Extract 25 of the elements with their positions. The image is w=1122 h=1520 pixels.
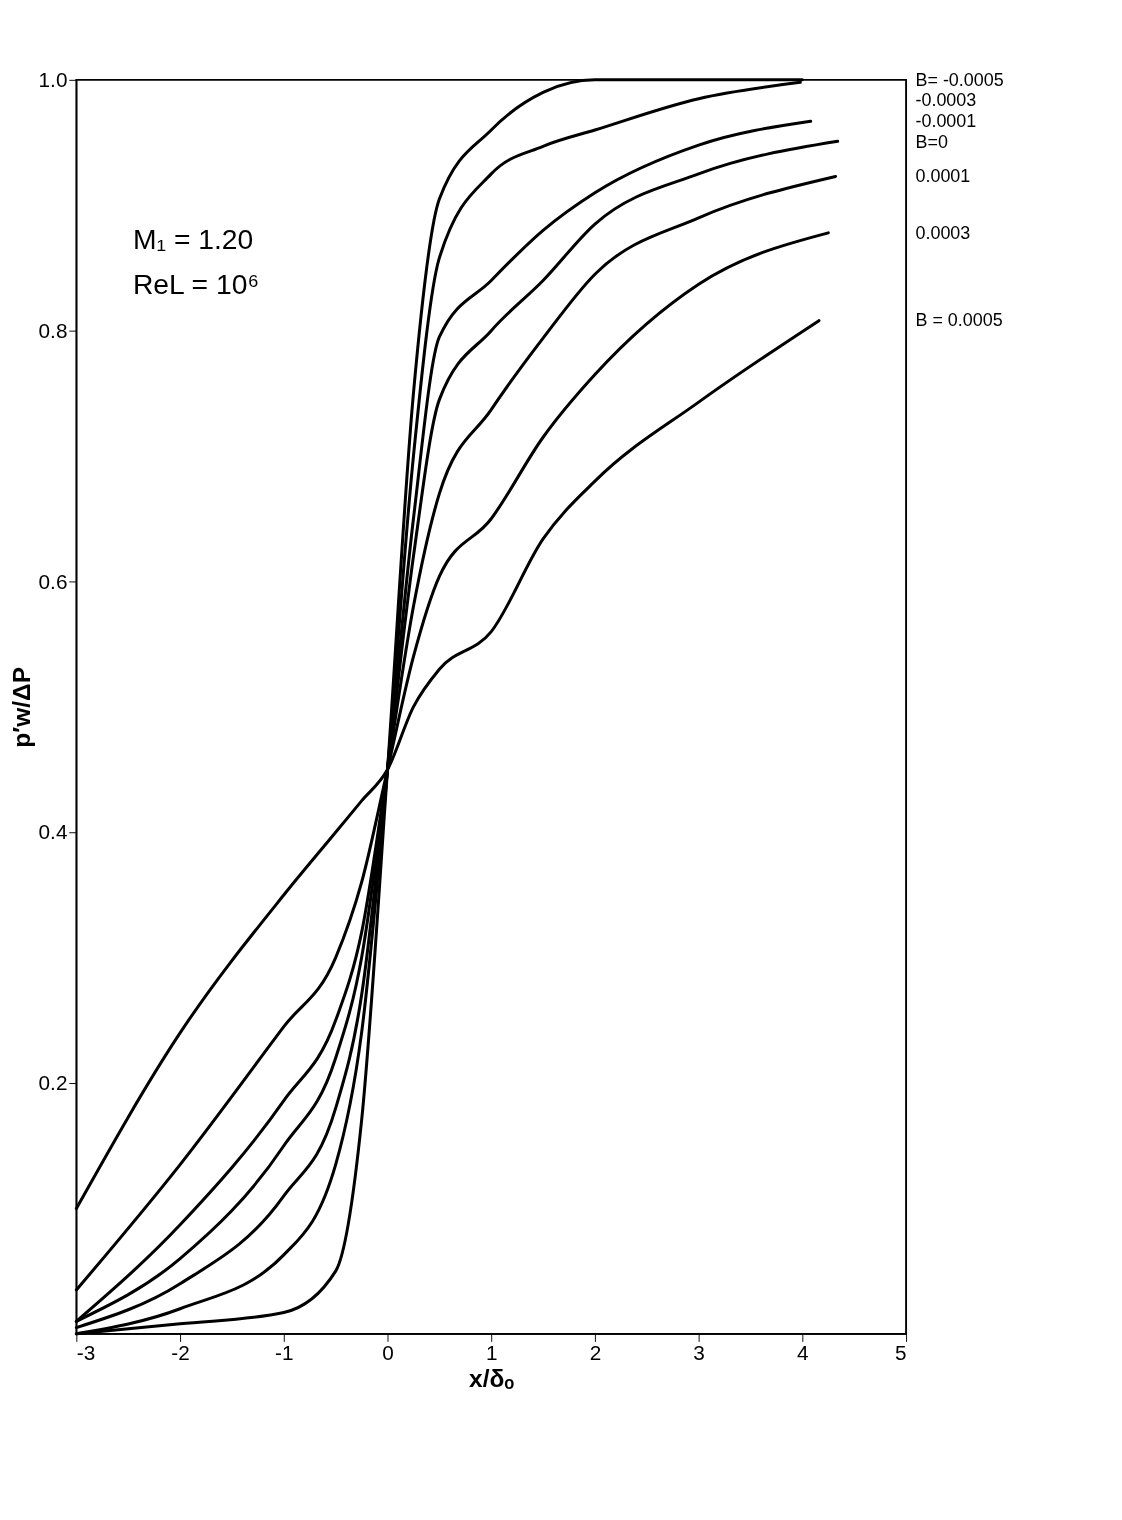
- x-tick-label: -1: [275, 1340, 294, 1364]
- annotation: M₁ = 1.20: [132, 222, 254, 255]
- text: -0.0001: [915, 111, 977, 131]
- x-tick-label: 0: [382, 1340, 394, 1364]
- annotation: ReL = 10⁶: [132, 267, 260, 300]
- text: 0.0001: [915, 166, 971, 187]
- y-tick-label: 1.0: [38, 67, 68, 91]
- text: -0.0003: [915, 90, 977, 111]
- text: B= -0.0005: [915, 69, 1004, 90]
- x-tick-label: 2: [589, 1340, 602, 1364]
- text: B = 0.0005: [915, 310, 1003, 331]
- x-tick-label: -3: [76, 1340, 96, 1364]
- y-tick-label: 0.6: [38, 569, 68, 593]
- y-tick-label: 0.8: [38, 318, 68, 342]
- y-tick-label: 0.2: [38, 1071, 68, 1095]
- x-tick-label: 5: [895, 1340, 907, 1364]
- y-axis-title: p′w/ΔP: [8, 667, 36, 748]
- y-tick-label: 0.4: [38, 820, 68, 844]
- x-axis-title: x/δₒ: [469, 1365, 515, 1393]
- text: B=0: [915, 131, 948, 152]
- x-tick-label: -2: [171, 1340, 190, 1364]
- x-tick-label: 4: [797, 1340, 809, 1364]
- x-tick-label: 1: [485, 1340, 498, 1364]
- x-tick-label: 3: [693, 1340, 705, 1364]
- text: 0.0003: [915, 222, 971, 243]
